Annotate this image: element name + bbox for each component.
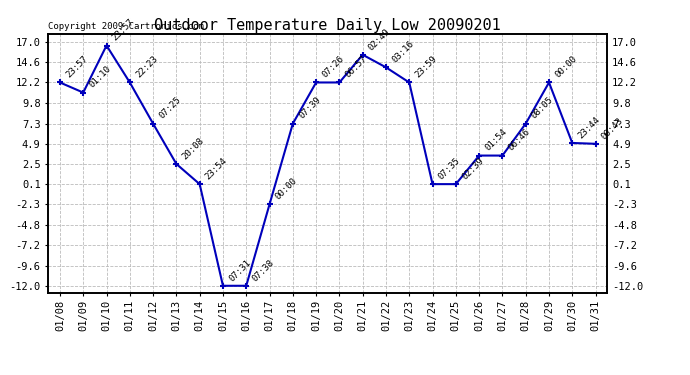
- Text: 01:10: 01:10: [88, 64, 112, 90]
- Text: 23:57: 23:57: [110, 17, 136, 43]
- Text: 22:23: 22:23: [134, 54, 159, 80]
- Text: Copyright 2009 Cartronics.com: Copyright 2009 Cartronics.com: [48, 22, 204, 31]
- Text: 00:43: 00:43: [600, 116, 625, 141]
- Text: 07:31: 07:31: [227, 258, 253, 283]
- Text: 07:39: 07:39: [297, 96, 322, 121]
- Text: 07:38: 07:38: [250, 258, 276, 283]
- Text: 23:44: 23:44: [576, 115, 602, 140]
- Text: 23:57: 23:57: [64, 54, 90, 80]
- Text: 00:00: 00:00: [553, 54, 578, 80]
- Text: 03:16: 03:16: [390, 39, 415, 64]
- Text: 02:39: 02:39: [460, 156, 485, 182]
- Text: 23:59: 23:59: [413, 54, 439, 80]
- Text: 08:05: 08:05: [530, 96, 555, 121]
- Text: 06:57: 06:57: [344, 54, 369, 80]
- Text: 07:35: 07:35: [437, 156, 462, 182]
- Text: 20:08: 20:08: [181, 136, 206, 161]
- Text: 07:26: 07:26: [320, 54, 346, 80]
- Text: 00:00: 00:00: [274, 176, 299, 201]
- Text: 01:54: 01:54: [483, 128, 509, 153]
- Text: 07:25: 07:25: [157, 96, 183, 121]
- Text: 23:54: 23:54: [204, 156, 229, 182]
- Title: Outdoor Temperature Daily Low 20090201: Outdoor Temperature Daily Low 20090201: [155, 18, 501, 33]
- Text: 06:46: 06:46: [506, 128, 532, 153]
- Text: 02:49: 02:49: [367, 27, 392, 52]
